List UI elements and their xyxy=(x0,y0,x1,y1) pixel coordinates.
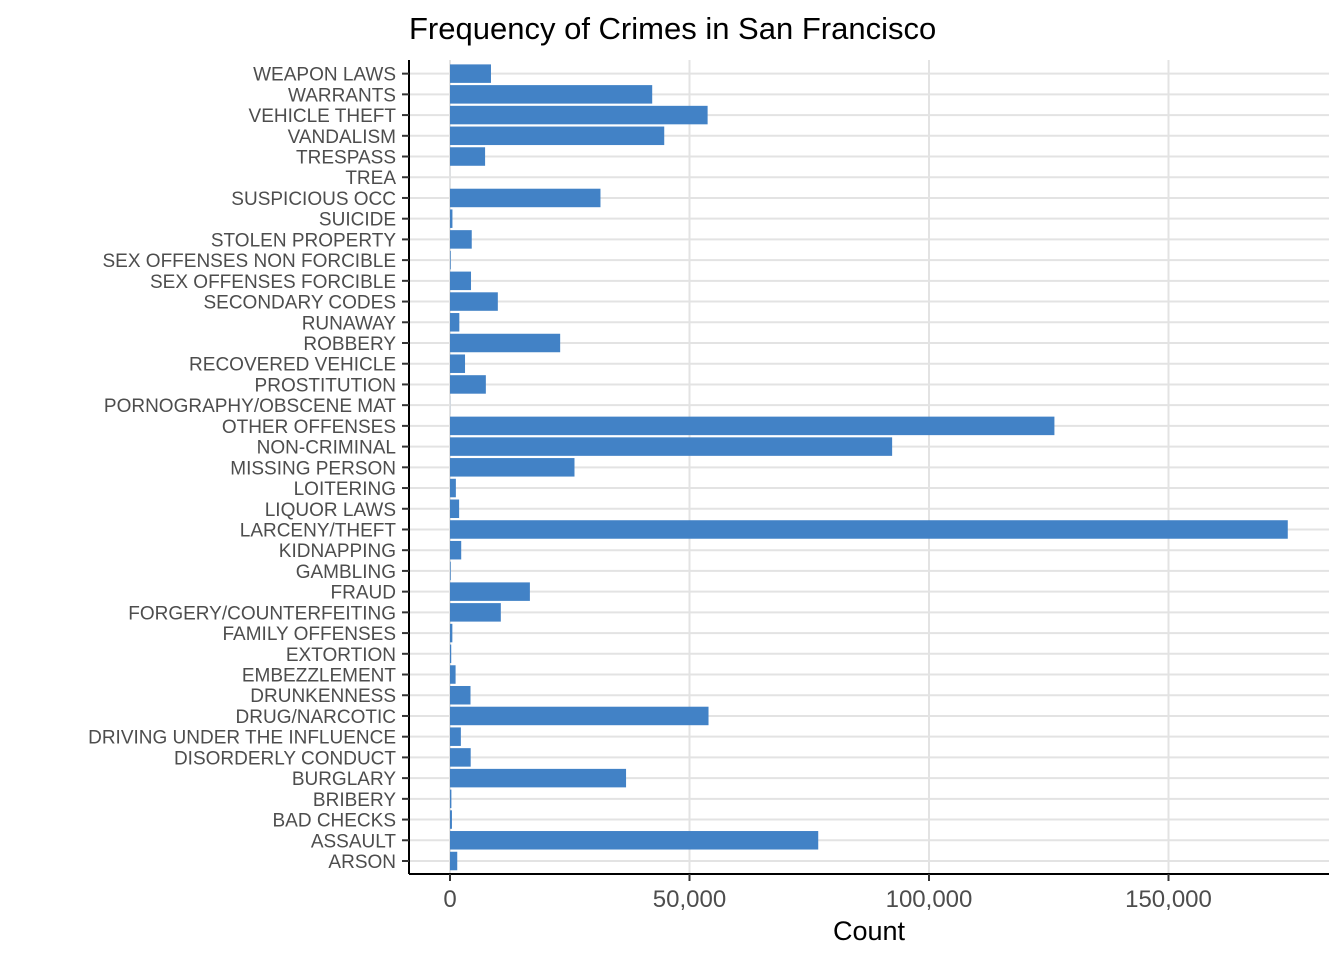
y-tick-label: TRESPASS xyxy=(296,148,396,169)
y-tick-label: TREA xyxy=(345,168,396,189)
bar xyxy=(450,748,471,767)
y-tick-label: PROSTITUTION xyxy=(255,375,396,396)
bar xyxy=(450,851,458,871)
bar xyxy=(450,685,471,705)
bar xyxy=(450,354,466,373)
x-tick-label: 50,000 xyxy=(653,886,726,913)
y-tick-label: EXTORTION xyxy=(286,645,396,666)
bar xyxy=(450,333,561,353)
y-tick-label: RECOVERED VEHICLE xyxy=(189,355,396,376)
bar xyxy=(450,831,819,850)
y-tick-label: BURGLARY xyxy=(292,769,397,790)
y-tick-label: KIDNAPPING xyxy=(279,541,396,562)
bar xyxy=(450,603,501,622)
bar xyxy=(450,209,453,228)
x-axis-label: Count xyxy=(833,916,906,946)
bar xyxy=(450,768,627,788)
y-tick-label: SUICIDE xyxy=(319,210,396,231)
y-tick-label: LOITERING xyxy=(294,479,396,500)
bar xyxy=(450,582,530,601)
bar xyxy=(450,789,452,809)
y-tick-label: MISSING PERSON xyxy=(230,458,396,479)
y-tick-label: STOLEN PROPERTY xyxy=(211,230,396,251)
bar xyxy=(450,520,1288,539)
bar xyxy=(450,105,708,125)
y-tick-label: ARSON xyxy=(328,852,396,873)
bar xyxy=(450,271,472,291)
y-tick-label: BRIBERY xyxy=(313,790,396,811)
y-tick-label: VEHICLE THEFT xyxy=(249,106,397,127)
bar xyxy=(450,706,709,726)
y-tick-label: RUNAWAY xyxy=(302,313,397,334)
bar xyxy=(450,250,451,270)
bar xyxy=(450,478,456,498)
y-tick-label: ASSAULT xyxy=(311,831,397,852)
y-tick-label: BAD CHECKS xyxy=(272,811,396,832)
chart-title: Frequency of Crimes in San Francisco xyxy=(409,11,936,46)
y-tick-label: NON-CRIMINAL xyxy=(257,438,396,459)
y-tick-label: DRUG/NARCOTIC xyxy=(236,707,396,728)
y-tick-label: EMBEZZLEMENT xyxy=(242,666,397,687)
y-tick-label: WARRANTS xyxy=(288,85,396,106)
bar xyxy=(450,126,665,146)
y-tick-label: DRIVING UNDER THE INFLUENCE xyxy=(88,728,396,749)
y-tick-label: OTHER OFFENSES xyxy=(222,417,396,438)
y-tick-label: FORGERY/COUNTERFEITING xyxy=(128,603,396,624)
bar xyxy=(450,188,601,208)
bar xyxy=(450,561,451,581)
y-tick-label: SEX OFFENSES FORCIBLE xyxy=(150,272,396,293)
bar xyxy=(450,147,486,166)
y-tick-label: ROBBERY xyxy=(303,334,396,355)
y-tick-label: FRAUD xyxy=(331,583,396,604)
bar xyxy=(450,375,486,394)
y-tick-label: FAMILY OFFENSES xyxy=(222,624,396,645)
bars xyxy=(450,64,1288,871)
bar xyxy=(450,458,575,477)
bar xyxy=(450,810,452,829)
y-tick-label: PORNOGRAPHY/OBSCENE MAT xyxy=(104,396,396,417)
y-tick-label: SUSPICIOUS OCC xyxy=(231,189,396,210)
y-tick-label: WEAPON LAWS xyxy=(253,65,396,86)
bar xyxy=(450,727,461,746)
x-tick-label: 0 xyxy=(443,886,456,913)
bar xyxy=(450,499,460,519)
bar xyxy=(450,437,893,456)
x-axis: 0 50,000 100,000 150,000 xyxy=(409,873,1329,913)
y-tick-label: DISORDERLY CONDUCT xyxy=(174,748,396,769)
bar xyxy=(450,665,456,684)
y-tick-label: GAMBLING xyxy=(296,562,396,583)
y-tick-label: SECONDARY CODES xyxy=(203,293,396,314)
bar xyxy=(450,623,453,643)
y-tick-label: VANDALISM xyxy=(288,127,396,148)
y-tick-label: DRUNKENNESS xyxy=(250,686,396,707)
x-tick-label: 100,000 xyxy=(886,886,973,913)
y-tick-label: SEX OFFENSES NON FORCIBLE xyxy=(103,251,397,272)
bar xyxy=(450,313,460,332)
bar xyxy=(450,416,1055,436)
bar xyxy=(450,64,491,83)
y-tick-label: LIQUOR LAWS xyxy=(265,500,396,521)
bar xyxy=(450,644,452,664)
bar xyxy=(450,230,472,249)
x-tick-label: 150,000 xyxy=(1125,886,1212,913)
gridlines xyxy=(409,60,1329,874)
y-tick-label: LARCENY/THEFT xyxy=(240,520,397,541)
bar xyxy=(450,540,462,560)
bar xyxy=(450,292,498,311)
bar xyxy=(450,85,653,104)
